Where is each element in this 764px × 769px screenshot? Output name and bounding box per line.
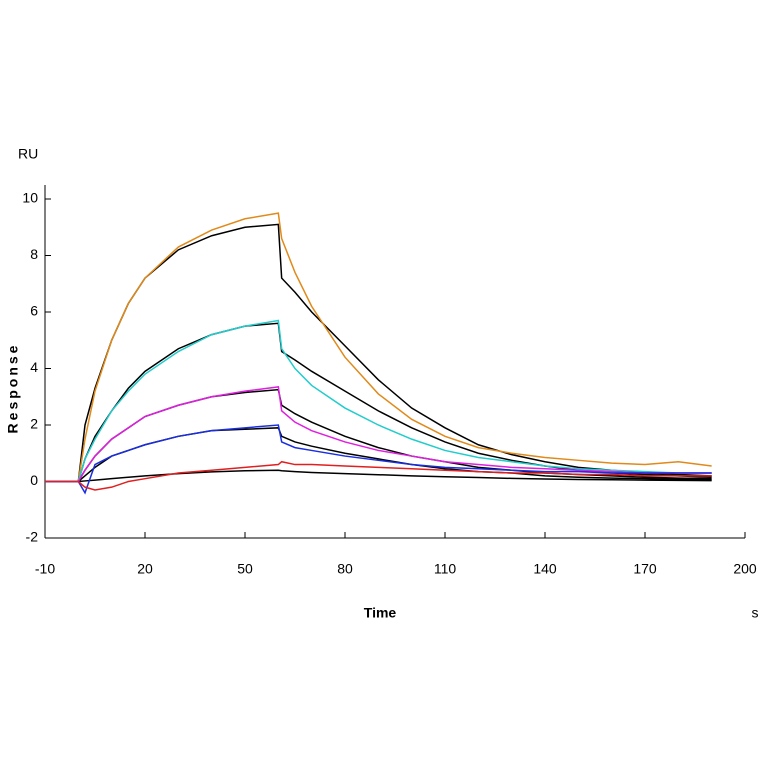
- x-unit-label: s: [752, 605, 759, 621]
- series-line: [45, 319, 712, 483]
- series-line: [45, 424, 712, 495]
- series-line: [45, 223, 712, 483]
- y-tick-label: 6: [30, 303, 38, 319]
- x-tick-label: 80: [337, 561, 353, 577]
- x-tick-label: 200: [733, 561, 757, 577]
- series-line: [45, 322, 712, 483]
- y-axis-label: Response: [5, 343, 21, 434]
- y-unit-label: RU: [18, 146, 38, 162]
- x-tick-label: 20: [137, 561, 153, 577]
- x-axis-label: Time: [364, 605, 397, 621]
- x-tick-label: 110: [434, 561, 457, 577]
- series-line: [45, 469, 712, 483]
- x-tick-label: -10: [35, 561, 55, 577]
- y-tick-label: -2: [26, 529, 39, 545]
- x-tick-label: 170: [633, 561, 657, 577]
- y-tick-label: 0: [30, 472, 38, 488]
- x-tick-label: 140: [533, 561, 557, 577]
- series-line: [45, 460, 712, 491]
- x-tick-label: 50: [237, 561, 253, 577]
- y-tick-label: 10: [22, 190, 38, 206]
- series-line: [45, 386, 712, 483]
- series-line: [45, 212, 712, 483]
- y-tick-label: 4: [30, 359, 38, 375]
- y-tick-label: 8: [30, 246, 38, 262]
- y-tick-label: 2: [30, 416, 38, 432]
